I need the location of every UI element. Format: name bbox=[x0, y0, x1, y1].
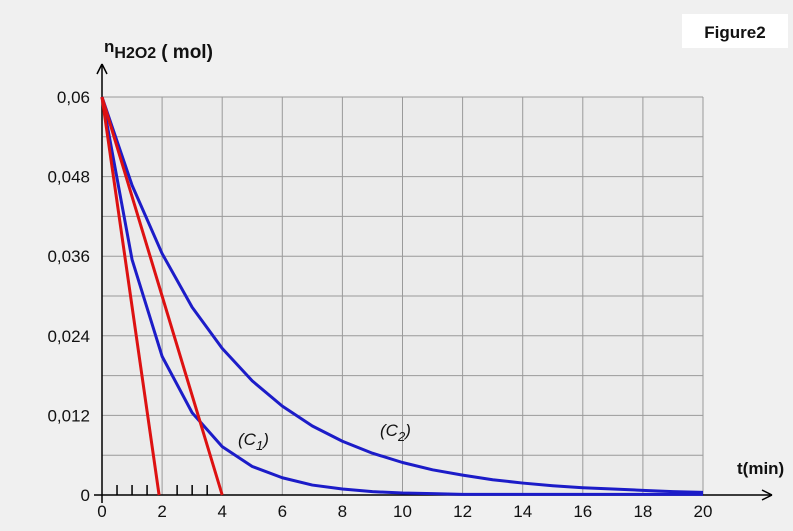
curve-label-prefix: (C bbox=[380, 421, 399, 440]
y-tick-label: 0,024 bbox=[47, 327, 90, 346]
curve-label: (C1) bbox=[238, 430, 269, 453]
curve-label-sub: 1 bbox=[256, 438, 263, 453]
x-tick-label: 16 bbox=[573, 502, 592, 521]
x-tick-label: 0 bbox=[97, 502, 106, 521]
x-tick-label: 10 bbox=[393, 502, 412, 521]
y-tick-label: 0,012 bbox=[47, 406, 90, 425]
x-tick-label: 8 bbox=[338, 502, 347, 521]
curve-label-sub: 2 bbox=[397, 429, 406, 444]
y-tick-label: 0,036 bbox=[47, 247, 90, 266]
x-tick-label: 12 bbox=[453, 502, 472, 521]
y-axis-label: nH2O2 ( mol) bbox=[104, 37, 213, 63]
curve-label-suffix: ) bbox=[403, 421, 411, 440]
series-line bbox=[100, 96, 704, 494]
chart-title: Figure2 bbox=[704, 23, 765, 42]
y-tick-label: 0,048 bbox=[47, 168, 90, 187]
x-tick-label: 4 bbox=[217, 502, 226, 521]
y-axis-arrow bbox=[96, 63, 108, 75]
curve-label-prefix: (C bbox=[238, 430, 257, 449]
curve-label: (C2) bbox=[380, 421, 411, 444]
x-axis-arrow bbox=[761, 489, 773, 501]
y-tick-label: 0 bbox=[81, 486, 90, 505]
x-axis-label: t(min) bbox=[737, 459, 784, 478]
series-line bbox=[100, 96, 224, 496]
y-tick-label: 0,06 bbox=[57, 88, 90, 107]
y-label-symbol: n bbox=[104, 37, 114, 56]
curve-label-suffix: ) bbox=[261, 430, 269, 449]
title-box bbox=[682, 14, 788, 48]
x-tick-label: 2 bbox=[157, 502, 166, 521]
x-tick-label: 18 bbox=[633, 502, 652, 521]
y-label-unit: ( mol) bbox=[161, 42, 213, 63]
x-tick-label: 6 bbox=[278, 502, 287, 521]
series-line bbox=[100, 96, 161, 496]
x-tick-label: 14 bbox=[513, 502, 532, 521]
y-label-species: H2O2 bbox=[114, 45, 156, 62]
x-tick-label: 20 bbox=[694, 502, 713, 521]
